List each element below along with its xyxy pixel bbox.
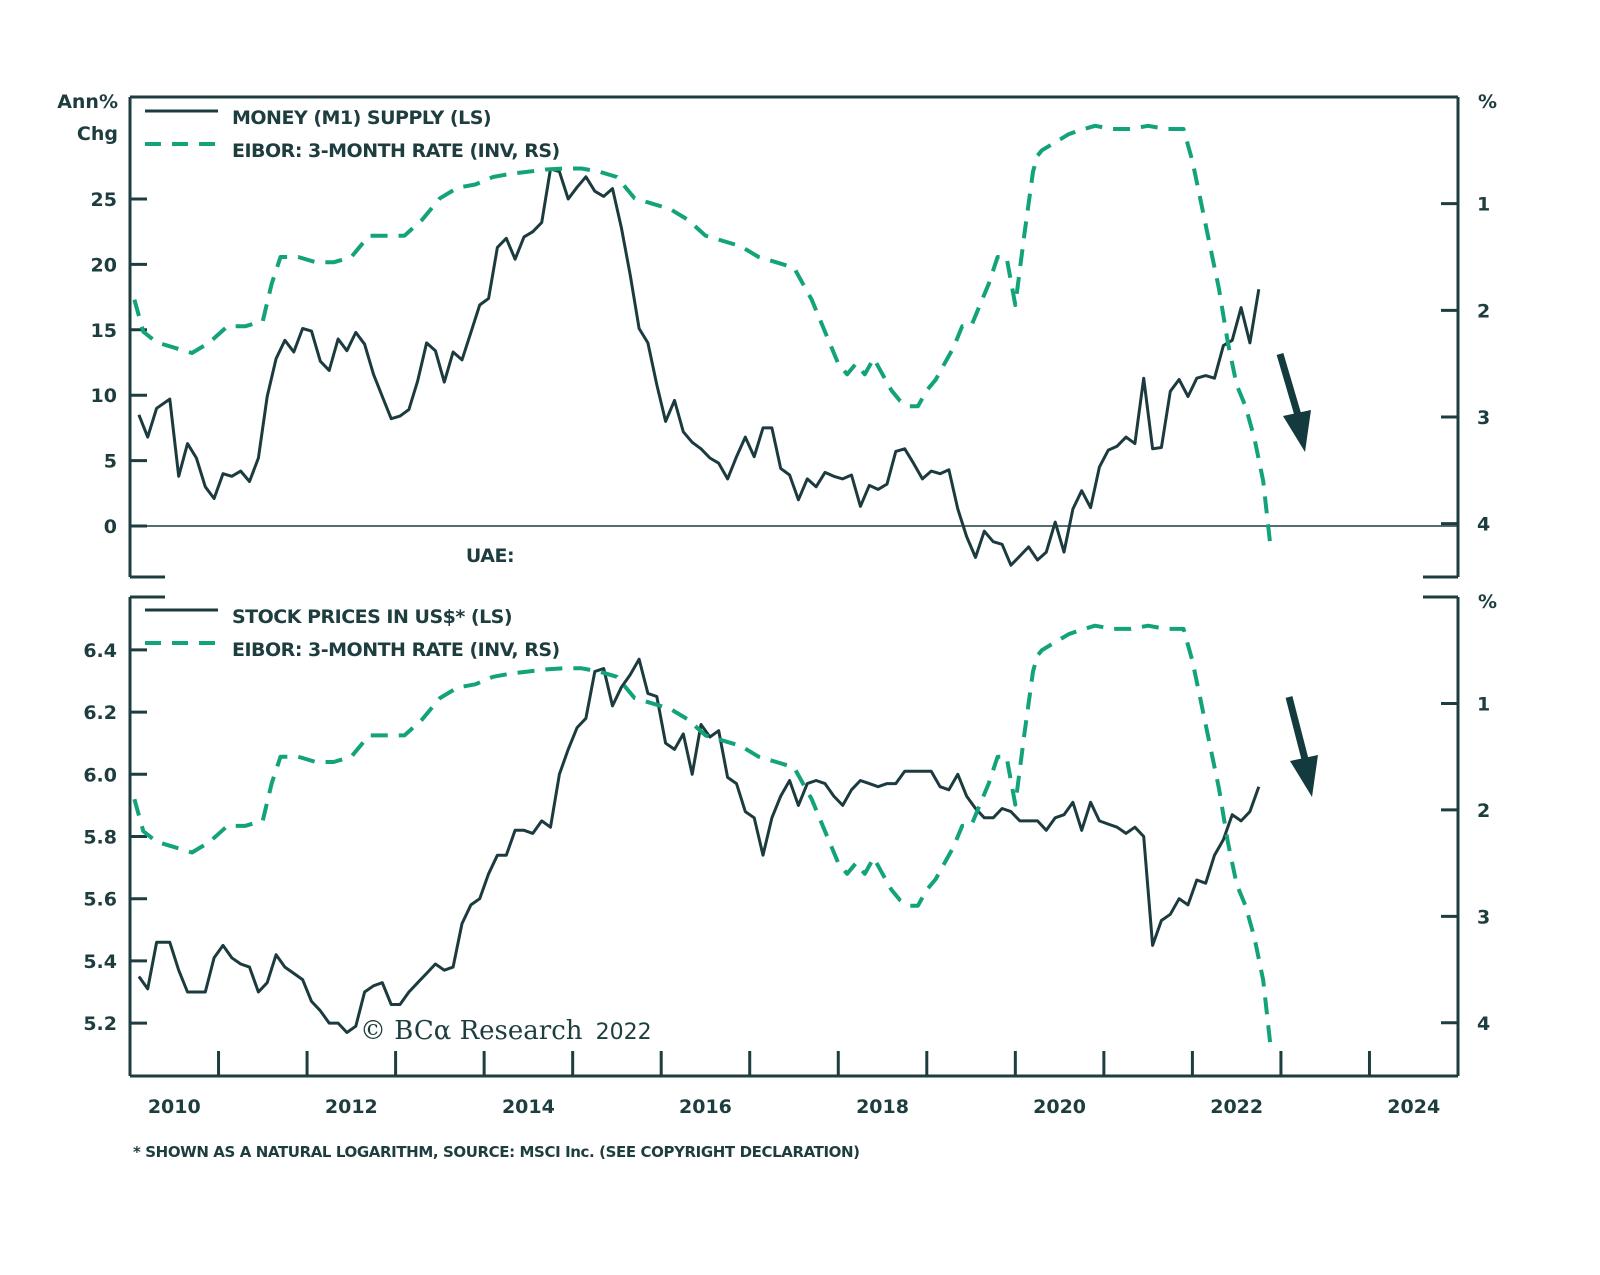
top-left-axis: 0 5 10 15 20 25	[91, 189, 147, 538]
left-tick-label: 0	[104, 516, 117, 538]
stock-prices-series-line	[137, 657, 1261, 1034]
left-tick-label: 5	[104, 451, 117, 473]
eibor-series-line	[132, 623, 1273, 1045]
region-label: UAE:	[466, 545, 514, 567]
bottom-left-axis: 5.2 5.4 5.6 5.8 6.0 6.2 6.4	[83, 640, 147, 1035]
legend-label-money-supply: MONEY (M1) SUPPLY (LS)	[232, 107, 491, 129]
right-tick-label: 2	[1477, 300, 1490, 322]
left-tick-label: 25	[91, 189, 117, 211]
arrow-head	[1283, 410, 1311, 452]
left-tick-label: 5.4	[83, 951, 117, 973]
right-tick-label: 3	[1477, 906, 1490, 928]
bottom-series	[132, 623, 1273, 1045]
left-tick-label: 5.8	[83, 827, 117, 849]
right-tick-label: 1	[1477, 693, 1490, 715]
left-tick-label: 6.0	[83, 764, 117, 786]
top-series	[132, 123, 1273, 567]
eibor-series-line	[132, 123, 1273, 546]
right-tick-label: 4	[1477, 514, 1490, 536]
top-panel-frame	[128, 95, 1460, 579]
x-tick-label: 2016	[679, 1096, 732, 1118]
legend-label-stock-prices: STOCK PRICES IN US$* (LS)	[232, 606, 512, 628]
bottom-legend: STOCK PRICES IN US$* (LS) EIBOR: 3-MONTH…	[145, 606, 560, 661]
footnote: * SHOWN AS A NATURAL LOGARITHM, SOURCE: …	[133, 1143, 860, 1161]
left-tick-label: 15	[91, 320, 117, 342]
arrow-shaft	[1276, 353, 1304, 423]
copyright-year: 2022	[596, 1020, 652, 1045]
arrow-shaft	[1285, 696, 1311, 768]
x-tick-label: 2022	[1210, 1096, 1263, 1118]
bottom-right-axis: 1 2 3 4	[1441, 693, 1490, 1035]
left-tick-label: 5.6	[83, 889, 117, 911]
stock-prices-panel: 5.2 5.4 5.6 5.8 6.0 6.2 6.4 1 2 3 4 % STOCK PRICE…	[83, 591, 1497, 1078]
right-tick-label: 3	[1477, 407, 1490, 429]
legend-label-eibor: EIBOR: 3-MONTH RATE (INV, RS)	[232, 140, 560, 162]
x-tick-label: 2010	[148, 1096, 201, 1118]
down-arrow-icon	[1285, 696, 1318, 797]
x-tick-label: 2024	[1387, 1096, 1440, 1118]
copyright-notice: © BCα Research 2022	[360, 1016, 652, 1046]
top-left-axis-label-line1: Ann%	[57, 91, 118, 113]
money-supply-series-line	[137, 167, 1261, 567]
x-axis: 2010 2012 2014 2016 2018 2020 2022 2024	[148, 1051, 1440, 1118]
bottom-panel-frame	[128, 595, 1460, 1078]
left-tick-label: 6.4	[83, 640, 117, 662]
right-tick-label: 4	[1477, 1013, 1490, 1035]
arrow-head	[1290, 755, 1318, 797]
money-supply-panel: 0 5 10 15 20 25 1 2 3 4 Ann% Chg % UAE: MONEY (M…	[57, 91, 1497, 579]
x-tick-label: 2014	[502, 1096, 555, 1118]
down-arrow-icon	[1276, 353, 1311, 452]
right-tick-label: 2	[1477, 800, 1490, 822]
top-legend: MONEY (M1) SUPPLY (LS) EIBOR: 3-MONTH RA…	[145, 107, 560, 162]
left-tick-label: 10	[91, 385, 117, 407]
x-tick-label: 2012	[325, 1096, 378, 1118]
right-tick-label: 1	[1477, 194, 1490, 216]
bottom-right-axis-unit: %	[1478, 591, 1497, 613]
top-right-axis-unit: %	[1478, 91, 1497, 113]
legend-label-eibor: EIBOR: 3-MONTH RATE (INV, RS)	[232, 639, 560, 661]
x-tick-label: 2020	[1033, 1096, 1086, 1118]
x-tick-label: 2018	[856, 1096, 909, 1118]
left-tick-label: 5.2	[83, 1013, 117, 1035]
top-right-axis: 1 2 3 4	[1441, 194, 1490, 536]
left-tick-label: 20	[91, 254, 117, 276]
copyright-brand: © BCα Research	[360, 1016, 583, 1046]
top-left-axis-label-line2: Chg	[77, 123, 118, 145]
left-tick-label: 6.2	[83, 702, 117, 724]
